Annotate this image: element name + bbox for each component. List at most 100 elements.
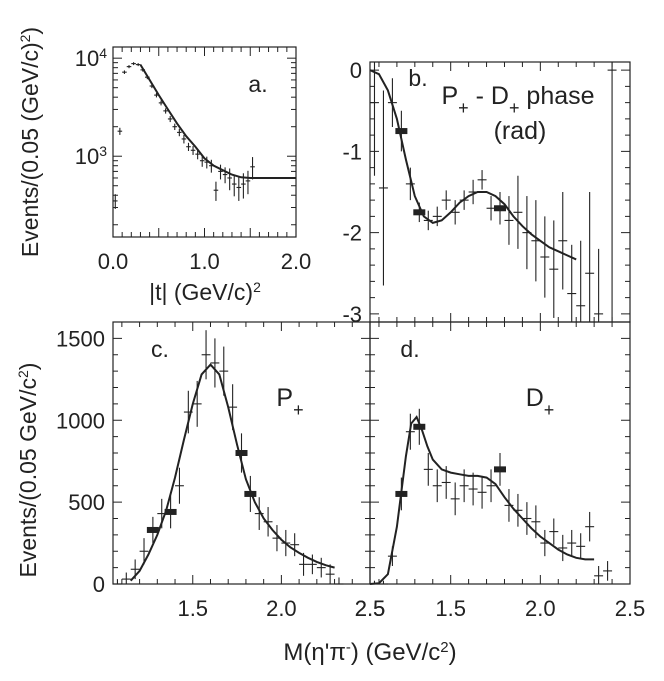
- data-point: [549, 518, 559, 545]
- data-point: [522, 502, 532, 535]
- x-tick-label: 2.0: [266, 596, 297, 621]
- data-point: [177, 128, 182, 137]
- y-tick-label-part-0: 0: [93, 572, 105, 597]
- data-point: [594, 248, 604, 322]
- data-point: [325, 564, 335, 584]
- highlighted-marker: [244, 490, 257, 497]
- x-tick-label: 1.0: [189, 249, 220, 274]
- data-point: [432, 206, 442, 227]
- data-point: [210, 338, 220, 388]
- highlighted-marker: [494, 205, 506, 212]
- data-point: [567, 529, 577, 557]
- data-point: [405, 167, 415, 201]
- y-axis-title-part-0: Events/(0.05 (GeV/c): [17, 42, 43, 257]
- panel-title-line2-part-0: (rad): [494, 117, 547, 145]
- highlighted-marker: [413, 209, 426, 216]
- panel-label: c.: [151, 336, 169, 362]
- x-axis-title-part-1: 2: [253, 279, 261, 295]
- data-point: [477, 170, 487, 190]
- data-point: [468, 472, 478, 506]
- y-tick-label: 500: [68, 490, 105, 515]
- panel-title-part-1: +: [458, 98, 469, 118]
- y-tick-label-part-0: -1: [342, 139, 362, 164]
- data-point: [181, 134, 187, 144]
- data-point: [585, 511, 595, 542]
- panel-label-part-0: b.: [408, 65, 427, 91]
- y-tick-label: 0: [350, 58, 362, 83]
- data-point: [126, 65, 132, 69]
- y-tick-label: 1000: [56, 408, 105, 433]
- data-point: [190, 146, 196, 155]
- y-tick-label-part-0: 1500: [56, 326, 105, 351]
- x-tick-label: 1.5: [177, 596, 208, 621]
- y-tick-label-part-0: 10: [75, 144, 99, 169]
- y-axis-title-part-1: 2: [15, 370, 31, 378]
- data-point: [450, 200, 460, 225]
- data-point: [113, 579, 122, 585]
- data-point: [558, 534, 568, 562]
- data-point: [163, 108, 168, 114]
- data-point: [504, 196, 514, 245]
- wave-label: P+: [276, 384, 303, 420]
- panel-label-part-0: a.: [248, 71, 267, 97]
- y-tick-label-part-0: 500: [68, 490, 105, 515]
- data-point: [121, 572, 131, 584]
- wave-label-part-0: D: [526, 384, 544, 412]
- panel-title-line2: (rad): [494, 117, 547, 145]
- data-point: [222, 167, 228, 184]
- panel-label: b.: [408, 65, 427, 91]
- data-point: [213, 181, 219, 201]
- y-tick-label: 0: [93, 572, 105, 597]
- y-tick-label-part-0: 10: [75, 46, 99, 71]
- data-point: [135, 63, 141, 67]
- data-point: [199, 155, 205, 167]
- data-point: [450, 482, 460, 516]
- data-point: [370, 62, 379, 176]
- highlighted-marker: [164, 508, 177, 515]
- data-point: [441, 190, 451, 210]
- data-point: [167, 116, 173, 123]
- y-tick-label-part-1: 4: [99, 45, 107, 61]
- x-tick-label-part-0: 2.5: [355, 596, 386, 621]
- data-point: [513, 175, 523, 249]
- data-point: [576, 240, 586, 322]
- y-tick-label-part-0: 0: [350, 58, 362, 83]
- panel-label: d.: [400, 336, 419, 362]
- x-tick-label: 2.0: [525, 596, 556, 621]
- x-axis-title: |t| (GeV/c)2: [149, 279, 261, 305]
- wave-label-part-1: +: [544, 400, 555, 420]
- highlighted-marker: [413, 423, 426, 430]
- x-tick-label: 2.5: [355, 596, 386, 621]
- y-tick-label: 103: [75, 143, 107, 169]
- x-tick-label-part-0: 2.0: [525, 596, 556, 621]
- data-point: [307, 554, 317, 575]
- x-tick-label: 1.5: [435, 596, 466, 621]
- data-point: [113, 194, 118, 209]
- x-axis-title-part-1: -: [346, 639, 351, 656]
- data-point: [299, 552, 308, 576]
- y-tick-label-part-0: -3: [342, 302, 362, 327]
- y-tick-label: -3: [342, 302, 362, 327]
- x-tick-label: 2.5: [355, 596, 386, 621]
- fit-curve: [369, 69, 577, 261]
- data-point: [250, 157, 255, 180]
- y-tick-label: 1500: [56, 326, 105, 351]
- highlighted-marker: [395, 128, 408, 135]
- y-tick-label: -2: [342, 221, 362, 246]
- x-tick-label-part-0: 0.0: [98, 249, 129, 274]
- data-point: [378, 90, 388, 286]
- highlighted-marker: [494, 466, 506, 473]
- x-tick-label-part-0: 2.5: [615, 596, 646, 621]
- x-tick-label-part-0: 1.5: [435, 596, 466, 621]
- data-point: [334, 577, 344, 585]
- panel-d: 1.5 2.0 2.5d.D+2.5M(η'π-) (GeV/c2): [283, 321, 646, 666]
- wave-label-part-0: P: [276, 384, 293, 412]
- y-tick-label: 104: [75, 45, 107, 71]
- x-axis-title-part-0: |t| (GeV/c): [149, 279, 253, 305]
- data-point: [218, 164, 223, 180]
- data-point: [603, 561, 613, 581]
- data-point: [172, 123, 178, 131]
- y-tick-label-part-1: 3: [99, 143, 107, 159]
